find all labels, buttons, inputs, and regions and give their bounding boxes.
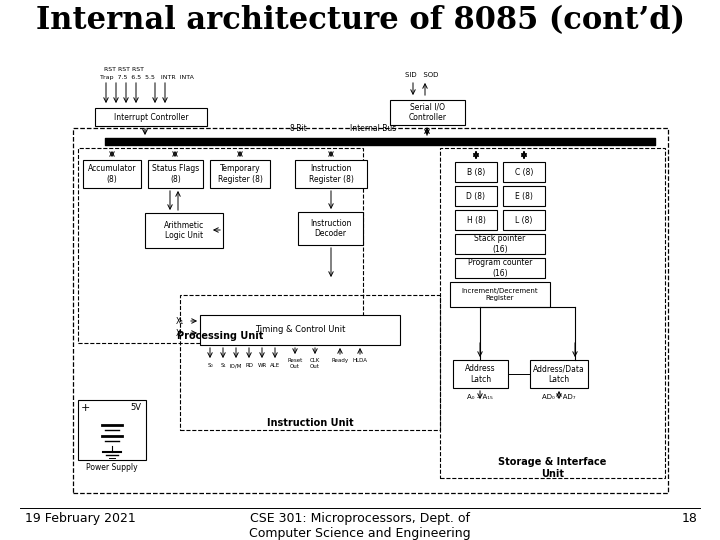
Text: Instruction Unit: Instruction Unit	[266, 418, 354, 428]
Text: RD: RD	[245, 363, 253, 368]
Bar	[298, 212, 363, 245]
Bar	[455, 258, 545, 278]
Text: Power Supply: Power Supply	[86, 463, 138, 472]
Bar	[78, 400, 146, 460]
Bar	[148, 160, 203, 188]
Bar	[530, 360, 588, 388]
Bar	[503, 210, 545, 230]
Bar	[83, 160, 141, 188]
Text: Stack pointer
(16): Stack pointer (16)	[474, 234, 526, 254]
Bar	[455, 234, 545, 254]
Text: Internal Bus: Internal Bus	[350, 124, 396, 133]
Text: Status Flags
(8): Status Flags (8)	[152, 164, 199, 184]
Text: Reset
Out: Reset Out	[287, 358, 302, 369]
Text: H (8): H (8)	[467, 215, 485, 225]
Text: CSE 301: Microprocessors, Dept. of
Computer Science and Engineering: CSE 301: Microprocessors, Dept. of Compu…	[249, 512, 471, 540]
Text: Serial I/O
Controller: Serial I/O Controller	[408, 103, 446, 122]
Text: X₁: X₁	[176, 316, 184, 326]
Text: Program counter
(16): Program counter (16)	[468, 258, 532, 278]
Text: Instruction
Decoder: Instruction Decoder	[310, 219, 351, 238]
Text: RST RST RST: RST RST RST	[104, 67, 144, 72]
Bar	[503, 162, 545, 182]
Bar	[390, 100, 465, 125]
Text: Ready: Ready	[331, 358, 348, 363]
Text: AD₀ – AD₇: AD₀ – AD₇	[542, 394, 576, 400]
Text: Arithmetic
Logic Unit: Arithmetic Logic Unit	[164, 221, 204, 240]
Text: WR: WR	[257, 363, 266, 368]
Bar	[145, 213, 223, 248]
Bar	[450, 282, 550, 307]
Bar	[503, 186, 545, 206]
Text: Interrupt Controller: Interrupt Controller	[114, 112, 188, 122]
Text: Processing Unit: Processing Unit	[177, 331, 264, 341]
Bar	[210, 160, 270, 188]
Text: A₀ – A₁₅: A₀ – A₁₅	[467, 394, 493, 400]
Text: ALE: ALE	[270, 363, 280, 368]
Text: X₂: X₂	[176, 328, 184, 338]
Text: HLDA: HLDA	[353, 358, 367, 363]
Text: 18: 18	[682, 512, 698, 525]
Text: Instruction
Register (8): Instruction Register (8)	[309, 164, 354, 184]
Text: Trap  7.5  6.5  5.5   INTR  INTA: Trap 7.5 6.5 5.5 INTR INTA	[100, 75, 194, 80]
Text: 8-Bit: 8-Bit	[289, 124, 307, 133]
Text: L (8): L (8)	[516, 215, 533, 225]
Text: Storage & Interface
Unit: Storage & Interface Unit	[498, 457, 607, 479]
Text: CLK
Out: CLK Out	[310, 358, 320, 369]
Text: S₁: S₁	[220, 363, 226, 368]
Text: 19 February 2021: 19 February 2021	[25, 512, 136, 525]
Text: Address
Latch: Address Latch	[465, 364, 496, 384]
Text: C (8): C (8)	[515, 167, 534, 177]
Text: B (8): B (8)	[467, 167, 485, 177]
Text: SID   SOD: SID SOD	[405, 72, 438, 78]
Bar	[453, 360, 508, 388]
Bar	[455, 186, 497, 206]
Text: Address/Data
Latch: Address/Data Latch	[533, 364, 585, 384]
Bar	[455, 162, 497, 182]
Bar	[180, 295, 440, 430]
Text: Timing & Control Unit: Timing & Control Unit	[255, 326, 345, 334]
Text: S₀: S₀	[207, 363, 213, 368]
Text: Increment/Decrement
Register: Increment/Decrement Register	[462, 288, 539, 301]
Text: Internal architecture of 8085 (cont’d): Internal architecture of 8085 (cont’d)	[35, 5, 685, 36]
Text: IO/M: IO/M	[230, 363, 242, 368]
Bar	[295, 160, 367, 188]
Text: 5V: 5V	[130, 403, 142, 413]
Text: D (8): D (8)	[467, 192, 485, 200]
Bar	[73, 128, 668, 493]
Bar	[95, 108, 207, 126]
Bar	[200, 315, 400, 345]
Bar	[455, 210, 497, 230]
Text: +: +	[81, 403, 90, 413]
Bar	[78, 148, 363, 343]
Text: E (8): E (8)	[515, 192, 533, 200]
Text: Temporary
Register (8): Temporary Register (8)	[217, 164, 262, 184]
Bar	[440, 148, 665, 478]
Text: Accumulator
(8): Accumulator (8)	[88, 164, 136, 184]
